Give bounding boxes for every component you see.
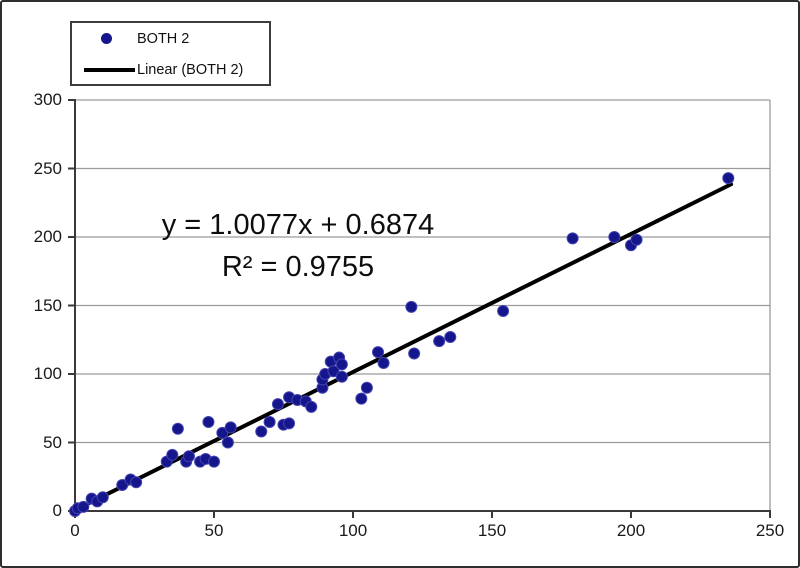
data-point	[208, 455, 220, 468]
data-point	[377, 357, 390, 370]
data-point	[224, 421, 237, 434]
data-point	[722, 172, 735, 185]
data-point	[608, 231, 621, 243]
legend-item-trendline: Linear (BOTH 2)	[72, 54, 269, 85]
x-axis-label-100: 100	[338, 521, 368, 540]
data-point	[96, 491, 109, 504]
data-point	[171, 422, 184, 435]
data-point	[327, 365, 340, 378]
data-point	[335, 358, 348, 371]
y-axis-label-300: 300	[33, 90, 62, 109]
data-point	[360, 381, 373, 394]
data-point	[263, 415, 276, 428]
legend-item-series: BOTH 2	[72, 23, 269, 54]
data-point	[305, 400, 318, 413]
data-point	[566, 232, 579, 245]
data-point	[255, 425, 268, 438]
data-point	[497, 304, 510, 317]
data-point	[130, 476, 143, 489]
data-point	[202, 415, 215, 428]
equation-text: y = 1.0077x + 0.6874	[161, 209, 435, 241]
x-axis-label-250: 250	[755, 521, 785, 540]
y-axis-label-250: 250	[33, 158, 62, 178]
data-point	[77, 500, 90, 513]
data-point	[408, 347, 421, 360]
y-axis-label-50: 50	[43, 432, 62, 452]
y-axis-label-0: 0	[52, 501, 62, 520]
data-point	[630, 233, 643, 246]
data-point	[116, 478, 129, 491]
legend-trendline-label: Linear (BOTH 2)	[137, 61, 244, 78]
y-axis-label-150: 150	[33, 295, 62, 315]
y-axis-label-200: 200	[33, 227, 62, 246]
scatter-marker-icon	[101, 33, 112, 44]
data-point	[271, 398, 284, 411]
data-point	[335, 370, 348, 383]
chart-legend: BOTH 2 Linear (BOTH 2)	[70, 21, 271, 86]
r-squared-text: R² = 0.9755	[221, 251, 375, 283]
data-point	[355, 392, 368, 405]
data-point	[182, 450, 195, 463]
x-axis-label-50: 50	[204, 521, 224, 540]
data-point	[221, 436, 234, 449]
trendline-equation-annotation: y = 1.0077x + 0.6874 R² = 0.9755	[130, 204, 466, 288]
data-point	[283, 417, 296, 430]
data-point	[405, 300, 418, 313]
data-point	[372, 346, 385, 359]
x-axis-label-0: 0	[70, 521, 80, 540]
data-point	[444, 331, 457, 344]
data-point	[166, 448, 179, 461]
trendline-marker-icon	[84, 67, 135, 72]
y-axis-label-100: 100	[33, 364, 62, 383]
x-axis-label-150: 150	[477, 521, 507, 540]
legend-series-label: BOTH 2	[137, 30, 190, 47]
data-point	[216, 426, 229, 439]
data-point	[433, 335, 446, 348]
x-axis-label-200: 200	[616, 521, 646, 540]
